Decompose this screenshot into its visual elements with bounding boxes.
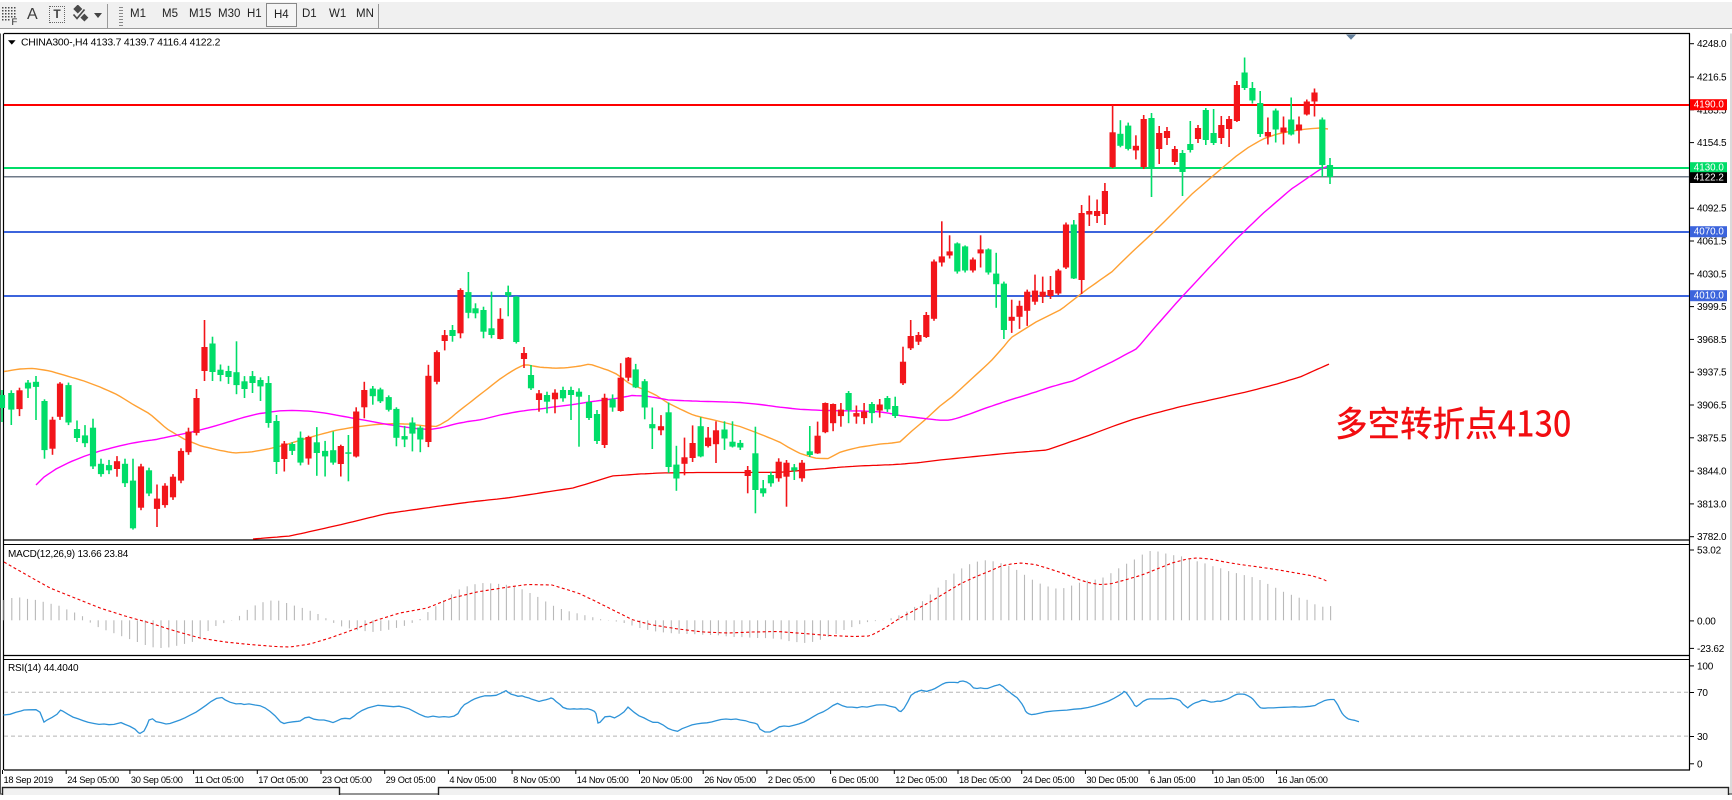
svg-text:11 Oct 05:00: 11 Oct 05:00 [195, 775, 244, 785]
svg-text:3813.0: 3813.0 [1697, 499, 1727, 510]
svg-text:0.00: 0.00 [1697, 616, 1716, 627]
svg-text:-23.62: -23.62 [1697, 644, 1725, 655]
svg-text:CHINA300-,H4 4133.7 4139.7 41: CHINA300-,H4 4133.7 4139.7 4116.4 4122.2 [21, 38, 221, 49]
svg-text:4010.0: 4010.0 [1694, 291, 1725, 302]
svg-text:14 Nov 05:00: 14 Nov 05:00 [577, 775, 629, 785]
svg-text:6 Jan 05:00: 6 Jan 05:00 [1150, 775, 1195, 785]
svg-text:F: F [12, 17, 18, 26]
svg-text:4030.5: 4030.5 [1697, 269, 1727, 280]
svg-text:18 Sep 2019: 18 Sep 2019 [4, 775, 54, 785]
svg-text:24 Sep 05:00: 24 Sep 05:00 [67, 775, 119, 785]
svg-text:4070.0: 4070.0 [1694, 227, 1725, 238]
svg-text:3937.5: 3937.5 [1697, 368, 1727, 379]
svg-text:4092.5: 4092.5 [1697, 204, 1727, 215]
svg-text:4190.0: 4190.0 [1694, 100, 1725, 111]
svg-text:53.02: 53.02 [1697, 546, 1722, 557]
svg-text:10 Jan 05:00: 10 Jan 05:00 [1214, 775, 1264, 785]
svg-text:4122.2: 4122.2 [1694, 172, 1724, 183]
svg-text:3782.0: 3782.0 [1697, 532, 1727, 543]
svg-text:6 Dec 05:00: 6 Dec 05:00 [832, 775, 879, 785]
svg-text:4061.5: 4061.5 [1697, 237, 1727, 248]
svg-text:3875.5: 3875.5 [1697, 433, 1727, 444]
svg-text:12 Dec 05:00: 12 Dec 05:00 [895, 775, 947, 785]
svg-text:30 Sep 05:00: 30 Sep 05:00 [131, 775, 183, 785]
svg-text:4130.0: 4130.0 [1694, 163, 1725, 174]
svg-text:16 Jan 05:00: 16 Jan 05:00 [1278, 775, 1328, 785]
svg-text:3968.5: 3968.5 [1697, 335, 1727, 346]
svg-text:3906.5: 3906.5 [1697, 401, 1727, 412]
svg-text:26 Nov 05:00: 26 Nov 05:00 [704, 775, 756, 785]
svg-text:4185.5: 4185.5 [1697, 105, 1727, 116]
svg-text:23 Oct 05:00: 23 Oct 05:00 [322, 775, 372, 785]
svg-text:20 Nov 05:00: 20 Nov 05:00 [641, 775, 693, 785]
svg-text:MACD(12,26,9) 13.66 23.84: MACD(12,26,9) 13.66 23.84 [8, 549, 129, 560]
svg-text:29 Oct 05:00: 29 Oct 05:00 [386, 775, 436, 785]
svg-text:18 Dec 05:00: 18 Dec 05:00 [959, 775, 1011, 785]
svg-text:100: 100 [1697, 661, 1714, 672]
svg-text:8 Nov 05:00: 8 Nov 05:00 [513, 775, 560, 785]
svg-text:30: 30 [1697, 732, 1708, 743]
svg-text:4154.5: 4154.5 [1697, 138, 1727, 149]
svg-text:30 Dec 05:00: 30 Dec 05:00 [1086, 775, 1138, 785]
svg-text:2 Dec 05:00: 2 Dec 05:00 [768, 775, 815, 785]
svg-text:4248.0: 4248.0 [1697, 39, 1727, 50]
svg-text:70: 70 [1697, 688, 1708, 699]
svg-text:4216.5: 4216.5 [1697, 73, 1727, 84]
svg-text:4 Nov 05:00: 4 Nov 05:00 [449, 775, 496, 785]
svg-text:3844.0: 3844.0 [1697, 467, 1727, 478]
svg-text:RSI(14) 44.4040: RSI(14) 44.4040 [8, 663, 79, 674]
svg-text:17 Oct 05:00: 17 Oct 05:00 [258, 775, 308, 785]
svg-text:24 Dec 05:00: 24 Dec 05:00 [1023, 775, 1075, 785]
svg-text:3999.5: 3999.5 [1697, 302, 1727, 313]
svg-text:0: 0 [1697, 759, 1703, 770]
